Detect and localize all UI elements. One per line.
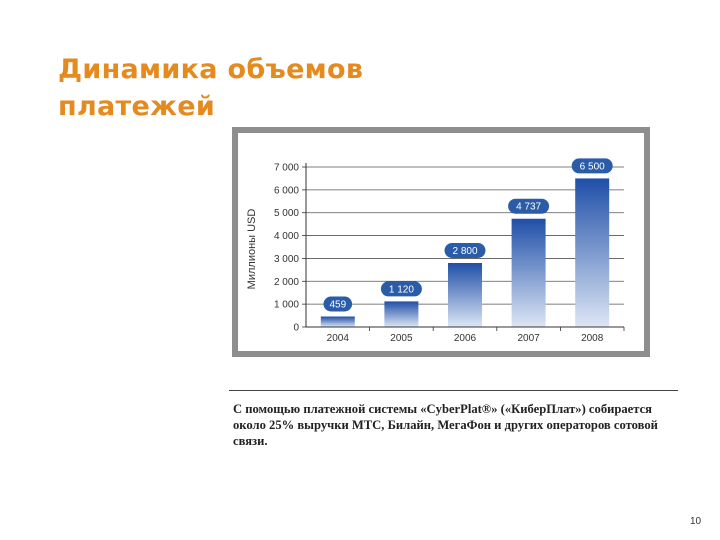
y-tick-label-1000: 1 000 — [274, 300, 299, 311]
value-bubble-2008 — [571, 158, 613, 174]
x-tick-label-2006: 2006 — [454, 333, 477, 344]
y-tick-label-4000: 4 000 — [274, 231, 299, 242]
bar-2008 — [575, 178, 610, 327]
value-label-2004: 459 — [329, 300, 346, 311]
value-label-2008: 6 500 — [580, 161, 605, 172]
y-tick-label-2000: 2 000 — [274, 277, 299, 288]
value-label-2007: 4 737 — [516, 202, 541, 213]
caption-divider — [229, 390, 678, 391]
y-tick-label-6000: 6 000 — [274, 185, 299, 196]
x-tick-label-2007: 2007 — [517, 333, 540, 344]
bar-chart: 0 1 000 2 000 3 000 4 000 5 000 6 000 7 000 2004… — [246, 158, 625, 344]
y-tick-label-0: 0 — [293, 323, 299, 334]
caption-text: С помощью платежной системы «CyberPlat®»… — [233, 402, 658, 448]
y-axis-label: Миллионы USD — [246, 209, 258, 290]
value-label-2005: 1 120 — [389, 284, 414, 295]
value-bubble-2005 — [380, 281, 422, 297]
x-tick-label-2008: 2008 — [581, 333, 604, 344]
slide-title-line-2: платежей — [58, 91, 216, 122]
page-number: 10 — [690, 516, 702, 527]
x-tick-label-2005: 2005 — [390, 333, 413, 344]
y-tick-label-3000: 3 000 — [274, 254, 299, 265]
value-bubble-2004 — [323, 296, 353, 312]
slide-title-line-1: Динамика объемов — [58, 54, 364, 85]
bar-2007 — [511, 218, 546, 327]
value-bubble-2007 — [508, 198, 550, 214]
bar-2005 — [384, 301, 419, 327]
bar-2006 — [448, 263, 482, 327]
bars — [320, 178, 610, 327]
y-tick-label-5000: 5 000 — [274, 208, 299, 219]
value-label-2006: 2 800 — [452, 246, 477, 257]
gridlines — [306, 166, 624, 305]
bar-2004 — [320, 316, 355, 327]
y-tick-label-7000: 7 000 — [274, 163, 299, 174]
value-bubble-2006 — [444, 243, 486, 258]
axes: 0 1 000 2 000 3 000 4 000 5 000 6 000 7 000 2004… — [274, 163, 625, 344]
x-tick-label-2004: 2004 — [327, 333, 350, 344]
value-labels: 459 1 120 2 800 4 737 6 500 — [323, 158, 613, 312]
